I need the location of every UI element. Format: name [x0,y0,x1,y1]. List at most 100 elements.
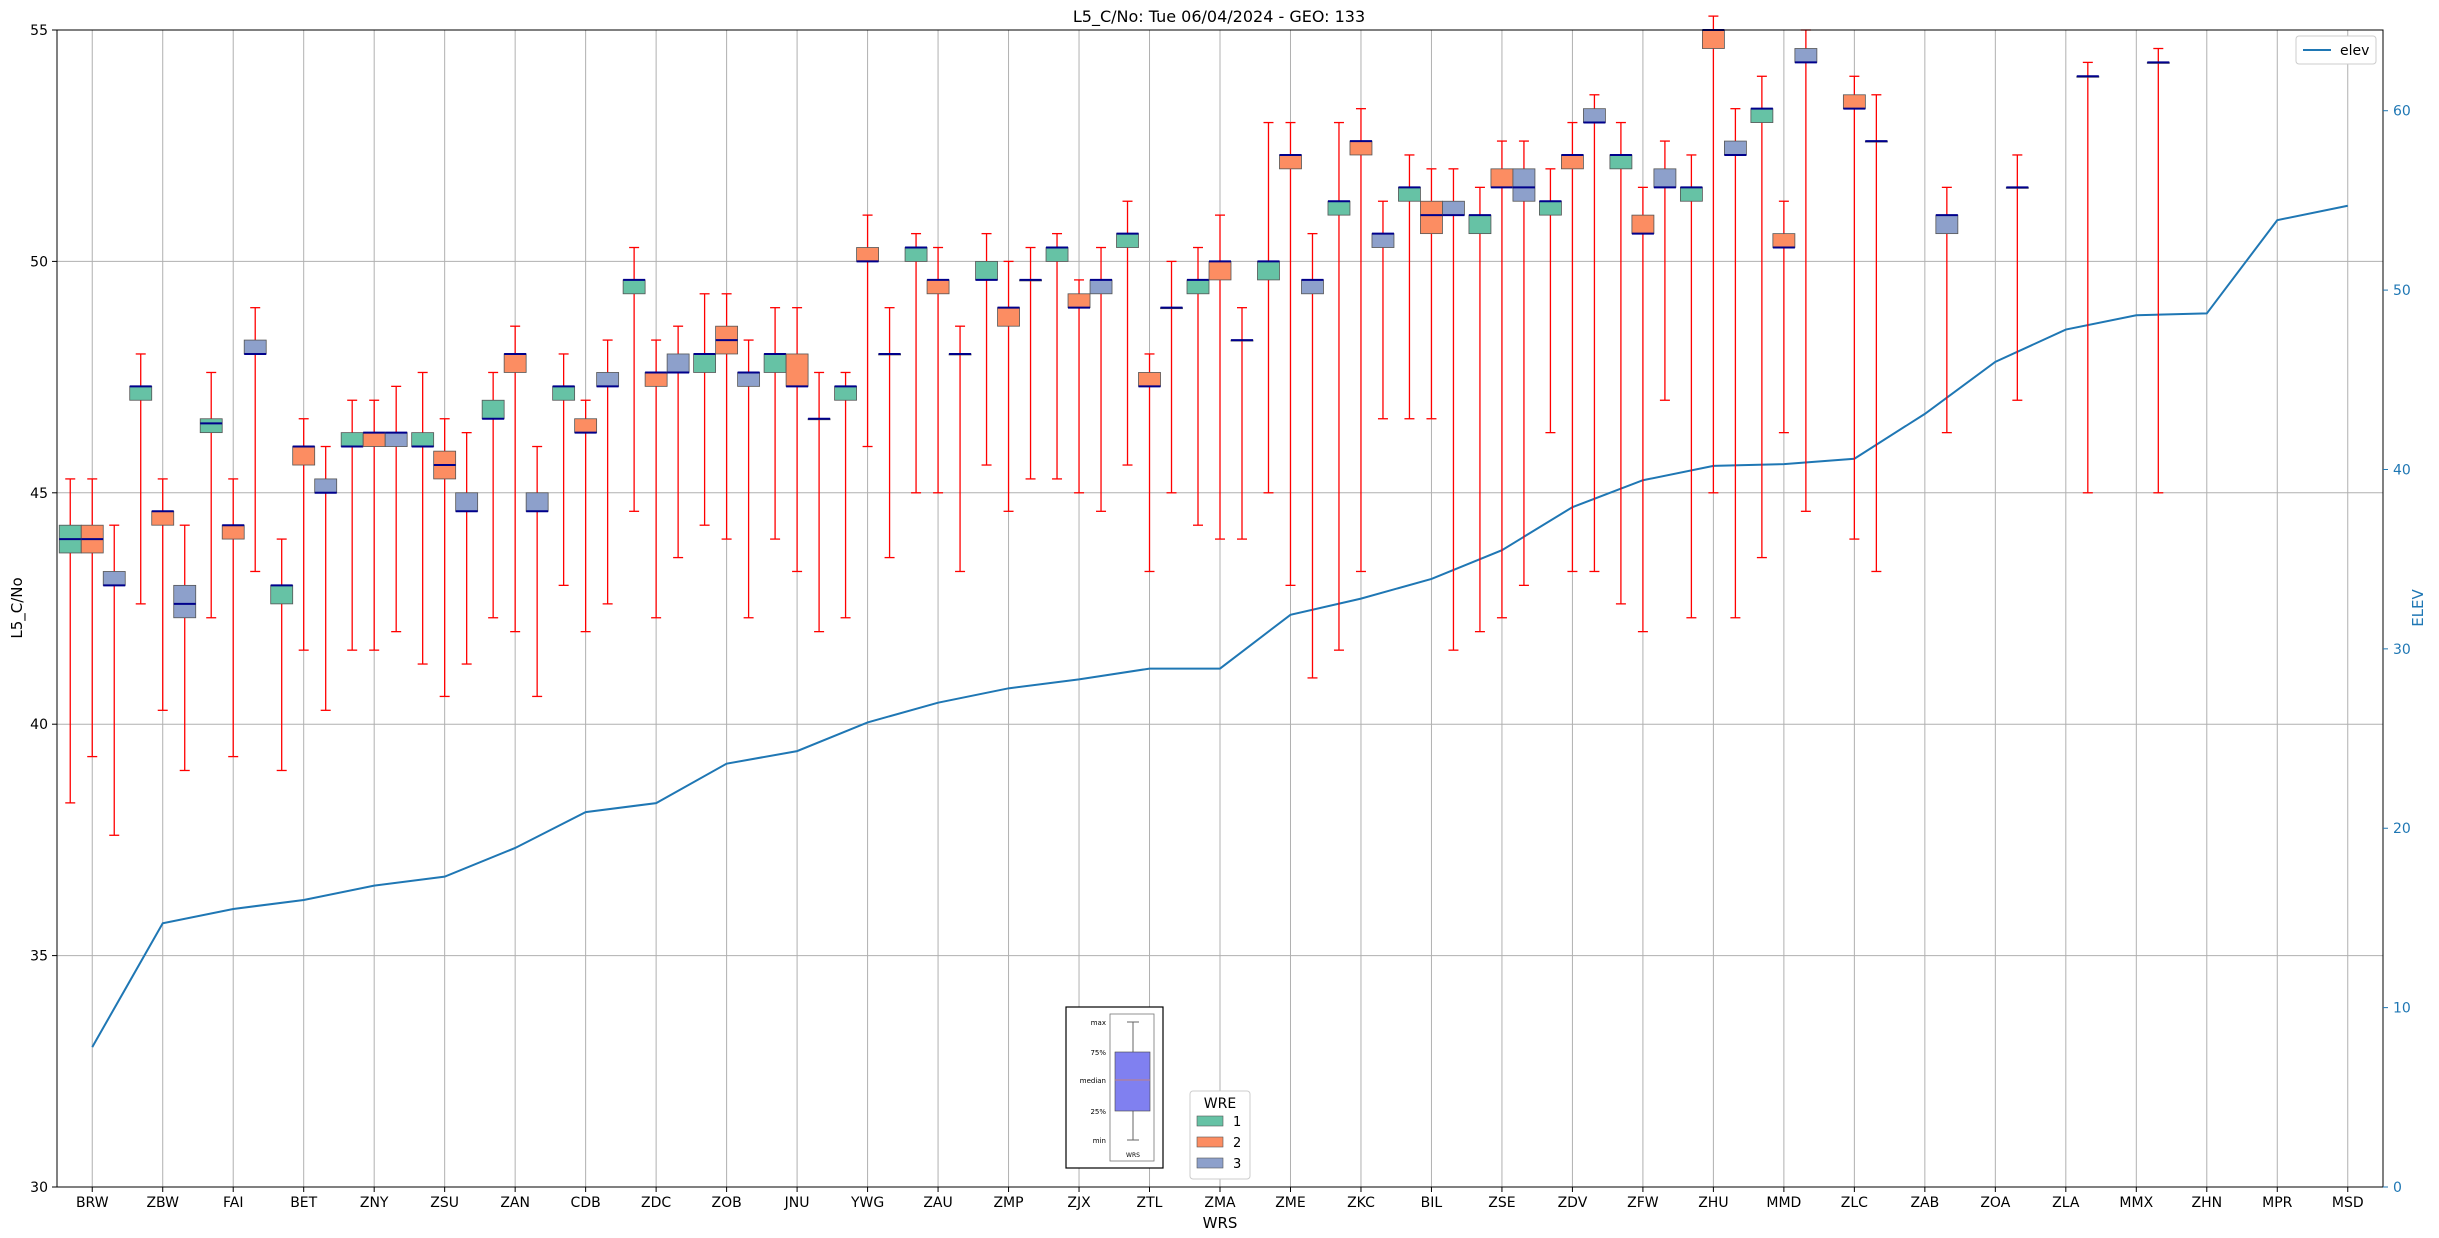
wre-legend-label: 2 [1233,1136,1241,1151]
box-iqr [1468,214,1492,235]
box-wre-3 [1230,307,1254,540]
x-tick-label: ZSU [430,1195,459,1211]
box-wre-2 [997,260,1020,512]
box-wre-2 [362,399,386,651]
inset-label: max [1091,1019,1106,1027]
box-wre-2 [644,339,668,619]
x-tick-label: CDB [571,1195,601,1211]
x-tick-label: ZFW [1627,1195,1659,1211]
box-iqr [292,446,316,466]
box-wre-3 [1583,94,1606,573]
x-tick-label: ZDC [641,1195,671,1211]
y2-tick-label: 50 [2393,283,2411,299]
box-iqr [221,524,245,540]
y-tick-label: 40 [30,717,48,733]
y2-tick-label: 60 [2393,104,2411,120]
box-iqr [151,510,175,526]
box-wre-3 [2146,47,2170,494]
box-iqr [1512,168,1536,202]
box-wre-3 [1794,29,1818,512]
box-wre-2 [715,293,739,540]
box-wre-1 [975,232,998,466]
box-wre-3 [102,524,126,836]
x-tick-label: MMX [2119,1195,2153,1211]
box-wre-2 [1561,121,1584,573]
box-wre-3 [455,431,479,665]
box-wre-1 [1468,186,1492,633]
box-wre-3 [2076,61,2100,494]
box-wre-3 [948,325,972,573]
box-wre-3 [1442,168,1465,651]
wre-legend-swatch [1196,1157,1224,1169]
box-wre-3 [1371,200,1395,420]
box-wre-3 [1089,246,1113,512]
box-iqr [834,385,857,401]
box-wre-1 [693,293,717,526]
box-iqr [1772,233,1796,248]
elev-legend-label: elev [2340,43,2369,59]
legend-layer: elev WRE 1 2 3 max 75% median 25% min WRS [1065,35,2377,1180]
box-iqr [596,372,620,387]
box-wre-3 [1019,246,1042,480]
box-iqr [455,492,479,512]
box-wre-3 [2005,154,2029,401]
inset-inner-frame [1109,1013,1155,1162]
x-tick-label: ZMA [1204,1195,1236,1211]
y2-tick-label: 20 [2393,821,2411,837]
box-iqr [785,353,809,387]
elev-legend-box [2295,35,2377,65]
box-iqr [1750,108,1774,123]
box-wre-1 [1679,154,1703,619]
x-tick-label: ZHN [2191,1195,2222,1211]
box-iqr [1089,279,1113,295]
box-wre-1 [904,232,928,494]
box-wre-3 [1935,186,1959,434]
box-wre-3 [1723,108,1747,619]
wre-legend-box [1189,1090,1251,1180]
inset-label: 25% [1090,1108,1106,1116]
box-wre-1 [834,371,857,619]
box-wre-3 [243,307,267,573]
y-axis-label: L5_C/No [8,577,27,638]
y-tick-label: 45 [30,486,48,502]
x-tick-label: JNU [784,1195,810,1211]
box-iqr [1257,260,1280,281]
box-iqr [644,372,668,387]
box-wre-1 [1539,168,1562,434]
elev-line [91,204,2348,1048]
axis-layer: 30 35 40 45 50 55 0 10 20 30 40 50 60 BRW ZBW FAI BET ZNY… [30,23,2411,1211]
box-wre-3 [1653,140,1677,401]
box-iqr [1301,279,1324,295]
box-wre-3 [1301,232,1324,679]
x-tick-label: BIL [1421,1195,1443,1211]
box-iqr [1723,140,1747,156]
box-wre-1 [270,538,294,772]
box-iqr [411,432,435,447]
box-wre-2 [1208,214,1232,540]
box-iqr [666,353,690,373]
y-tick-label: 35 [30,949,48,965]
box-wre-2 [433,418,457,698]
box-iqr [1420,200,1443,235]
box-iqr [1279,154,1302,170]
box-wre-1 [1327,121,1351,651]
box-layer [58,15,2170,836]
box-iqr [173,584,197,619]
box-iqr [1561,154,1584,170]
wre-legend: WRE 1 2 3 [1189,1090,1251,1180]
box-wre-2 [926,246,950,494]
y-tick-label: 50 [30,254,48,270]
box-wre-1 [411,371,435,665]
box-iqr [1398,186,1421,202]
wre-legend-swatch [1196,1136,1224,1148]
boxplot-key-inset: max 75% median 25% min WRS [1065,1006,1164,1169]
box-iqr [525,492,549,512]
box-wre-2 [151,478,175,711]
box-wre-1 [1186,246,1210,526]
box-iqr [1442,200,1465,216]
box-wre-3 [1160,260,1183,494]
box-wre-2 [1067,279,1091,494]
box-iqr [1679,186,1703,202]
box-wre-2 [80,478,104,758]
